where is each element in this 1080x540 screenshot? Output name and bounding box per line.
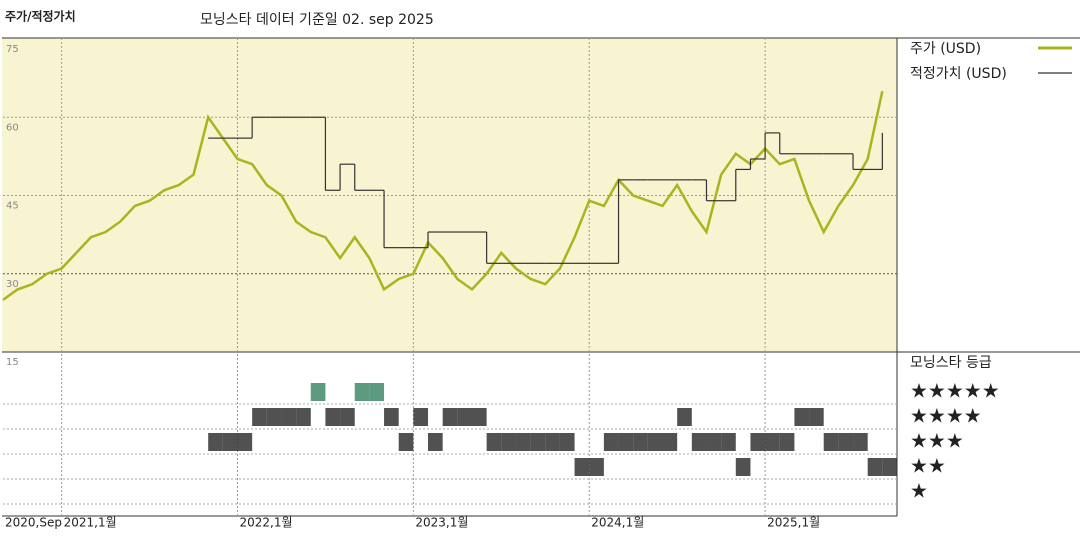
rating-bar xyxy=(515,433,531,451)
x-tick-label: 2022,1월 xyxy=(239,516,292,530)
rating-bar xyxy=(809,408,824,426)
rating-bar xyxy=(413,408,429,426)
rating-bar xyxy=(486,433,502,451)
rating-bar xyxy=(853,433,868,451)
rating-label: ★★★★ xyxy=(910,404,982,428)
rating-bar xyxy=(677,408,692,426)
rating-label: ★★ xyxy=(910,454,946,478)
rating-bar xyxy=(237,433,253,451)
rating-bar xyxy=(838,433,854,451)
rating-bar xyxy=(603,433,619,451)
rating-bar xyxy=(662,433,678,451)
rating-bar xyxy=(428,433,443,451)
rating-bar xyxy=(794,408,810,426)
x-tick-label: 2021,1월 xyxy=(64,516,117,530)
rating-bar xyxy=(589,458,604,476)
rating-bar xyxy=(369,383,385,401)
rating-bar xyxy=(559,433,575,451)
rating-bar xyxy=(574,458,590,476)
rating-bar xyxy=(501,433,516,451)
y-tick-label: 15 xyxy=(6,357,19,368)
rating-label: ★★★ xyxy=(910,429,964,453)
rating-bar xyxy=(633,433,648,451)
rating-bar xyxy=(691,433,707,451)
rating-label: ★ xyxy=(910,479,928,503)
rating-bar xyxy=(222,433,238,451)
rating-bar xyxy=(281,408,297,426)
rating-bar xyxy=(647,433,663,451)
rating-bar xyxy=(252,408,267,426)
rating-bar xyxy=(721,433,736,451)
rating-bar xyxy=(325,408,341,426)
rating-bar xyxy=(457,408,472,426)
rating-bar xyxy=(208,433,223,451)
x-tick-label: 2020,Sep xyxy=(5,516,62,530)
legend-label: 주가 (USD) xyxy=(910,41,981,57)
rating-bar xyxy=(340,408,355,426)
chart-subtitle: 모닝스타 데이터 기준일 02. sep 2025 xyxy=(200,12,434,28)
rating-label: ★★★★★ xyxy=(910,379,1000,403)
rating-bar xyxy=(618,433,634,451)
rating-bar xyxy=(750,433,766,451)
y-tick-label: 30 xyxy=(6,279,19,290)
rating-bar xyxy=(442,408,458,426)
x-tick-label: 2025,1월 xyxy=(767,516,820,530)
y-tick-label: 45 xyxy=(6,201,19,212)
rating-bar xyxy=(779,433,795,451)
rating-bar xyxy=(706,433,722,451)
rating-bar xyxy=(384,408,399,426)
rating-bar xyxy=(310,383,326,401)
rating-bar xyxy=(296,408,311,426)
legend-label: 적정가치 (USD) xyxy=(910,66,1007,82)
legend: 주가 (USD) 적정가치 (USD) 모닝스타 등급 xyxy=(910,41,1007,371)
rating-bar xyxy=(545,433,560,451)
rating-bar xyxy=(882,458,897,476)
rating-bar xyxy=(266,408,282,426)
rating-bar xyxy=(867,458,883,476)
y-tick-label: 60 xyxy=(6,122,19,133)
rating-bar xyxy=(530,433,546,451)
rating-bar xyxy=(735,458,751,476)
rating-bar xyxy=(354,383,370,401)
legend-label: 모닝스타 등급 xyxy=(910,355,992,371)
rating-bar xyxy=(471,408,487,426)
rating-bar xyxy=(398,433,414,451)
rating-bar xyxy=(823,433,839,451)
chart-title: 주가/적정가치 xyxy=(5,9,76,24)
rating-bar xyxy=(765,433,780,451)
x-tick-label: 2024,1월 xyxy=(591,516,644,530)
y-tick-label: 75 xyxy=(6,44,19,55)
price-line xyxy=(2,90,884,301)
x-tick-label: 2023,1월 xyxy=(415,516,468,530)
